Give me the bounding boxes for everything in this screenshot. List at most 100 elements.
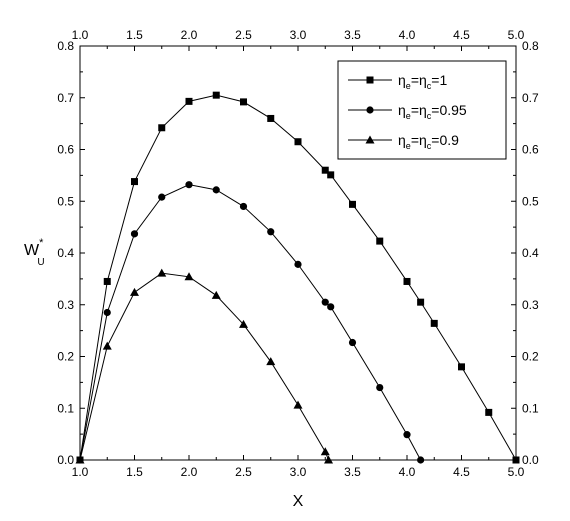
legend-label: ηe=ηc=0.9 xyxy=(398,132,459,151)
x-tick-label-bottom: 3.5 xyxy=(344,465,361,479)
x-axis-title: X xyxy=(293,493,304,510)
x-tick-label-top: 1.5 xyxy=(126,28,143,42)
data-point-square xyxy=(240,98,247,106)
data-point-triangle xyxy=(184,272,194,281)
x-tick-label-top: 3.5 xyxy=(344,28,361,42)
y-tick-label-left: 0.2 xyxy=(57,350,74,364)
y-tick-label-left: 0.1 xyxy=(57,401,74,415)
data-point-circle xyxy=(103,308,111,317)
data-point-square xyxy=(458,363,465,371)
data-point-square xyxy=(485,408,493,416)
data-point-triangle xyxy=(211,290,221,299)
data-point-square xyxy=(376,237,384,245)
legend-marker-square xyxy=(366,76,374,84)
series-line xyxy=(79,184,422,461)
x-tick-label-bottom: 4.0 xyxy=(399,465,416,479)
data-point-circle xyxy=(185,181,193,189)
y-tick-label-right: 0.1 xyxy=(522,401,539,415)
data-point-circle xyxy=(327,303,335,311)
legend-marker-triangle xyxy=(365,135,375,144)
y-tick-label-right: 0.4 xyxy=(522,246,539,260)
x-tick-label-bottom: 5.0 xyxy=(508,465,525,479)
y-tick-label-left: 0.8 xyxy=(57,39,74,53)
data-point-triangle xyxy=(320,447,330,456)
data-point-circle xyxy=(348,338,357,347)
x-tick-label-bottom: 4.5 xyxy=(453,465,470,479)
y-axis-title: W* U xyxy=(24,237,45,268)
data-point-circle xyxy=(158,193,166,201)
x-tick-label-top: 2.0 xyxy=(181,28,198,42)
y-tick-label-right: 0.8 xyxy=(522,39,539,53)
data-point-circle xyxy=(130,230,139,238)
legend-label: ηe=ηc=0.95 xyxy=(398,102,467,121)
y-tick-label-left: 0.6 xyxy=(57,143,74,157)
data-point-square xyxy=(417,298,425,306)
data-point-circle xyxy=(376,383,384,392)
data-point-triangle xyxy=(157,268,167,277)
data-point-triangle xyxy=(75,455,85,464)
data-point-triangle xyxy=(102,341,112,350)
y-tick-label-left: 0.0 xyxy=(57,453,74,467)
y-tick-label-left: 0.7 xyxy=(57,91,74,105)
data-point-circle xyxy=(239,202,248,211)
data-point-circle xyxy=(267,228,275,236)
data-point-square xyxy=(212,91,220,99)
data-point-circle xyxy=(403,431,411,439)
data-point-square xyxy=(131,178,138,186)
data-point-triangle xyxy=(266,357,276,366)
data-point-square xyxy=(294,138,302,146)
series-3 xyxy=(75,268,334,464)
data-point-triangle xyxy=(239,319,248,328)
series-1 xyxy=(76,91,520,464)
data-point-triangle xyxy=(293,400,303,409)
x-tick-label-bottom: 2.5 xyxy=(235,465,252,479)
data-point-square xyxy=(321,166,329,174)
data-point-square xyxy=(327,171,335,179)
y-tick-label-right: 0.2 xyxy=(522,350,539,364)
legend-item-3: ηe=ηc=0.9 xyxy=(348,132,459,151)
x-tick-label-top: 5.0 xyxy=(508,28,525,42)
x-tick-label-top: 4.0 xyxy=(399,28,416,42)
data-point-square xyxy=(158,124,166,132)
data-point-circle xyxy=(294,260,302,268)
legend-marker-circle xyxy=(366,106,374,114)
x-tick-label-top: 3.0 xyxy=(290,28,307,42)
data-point-square xyxy=(267,114,275,122)
data-point-square xyxy=(403,277,411,285)
legend-label: ηe=ηc=1 xyxy=(398,72,447,91)
data-point-triangle xyxy=(130,287,139,296)
y-tick-label-left: 0.5 xyxy=(57,194,74,208)
axis-tick-labels: 1.0 1.0 1.5 1.5 2.0 2.0 2.5 2.5 3.0 3.0 3.5 3.5 4.0 4… xyxy=(57,28,539,479)
data-point-square xyxy=(349,200,356,208)
legend-item-2: ηe=ηc=0.95 xyxy=(348,102,467,121)
y-tick-label-right: 0.3 xyxy=(522,298,539,312)
data-point-triangle xyxy=(324,455,334,464)
legend: ηe=ηc=1 ηe=ηc=0.95 ηe=ηc=0.9 xyxy=(337,60,507,160)
y-tick-label-left: 0.3 xyxy=(57,298,74,312)
x-tick-label-top: 2.5 xyxy=(235,28,252,42)
y-tick-label-left: 0.4 xyxy=(57,246,74,260)
y-tick-label-right: 0.7 xyxy=(522,91,539,105)
data-point-square xyxy=(103,277,111,285)
x-tick-label-top: 1.0 xyxy=(72,28,89,42)
data-point-square xyxy=(430,319,438,327)
y-axis-title-sub: U xyxy=(37,257,44,268)
x-tick-label-bottom: 3.0 xyxy=(290,465,307,479)
data-point-circle xyxy=(417,456,425,464)
y-tick-label-right: 0.5 xyxy=(522,194,539,208)
x-tick-label-bottom: 1.5 xyxy=(126,465,143,479)
data-point-circle xyxy=(212,186,220,194)
series-2 xyxy=(76,181,425,464)
x-tick-label-bottom: 1.0 xyxy=(72,465,89,479)
series-line xyxy=(79,272,329,461)
y-tick-label-right: 0.6 xyxy=(522,143,539,157)
series-layer xyxy=(75,91,520,464)
y-axis-title-main: W xyxy=(24,242,40,259)
legend-item-1: ηe=ηc=1 xyxy=(348,72,447,91)
axis-ticks xyxy=(79,45,517,461)
y-tick-label-right: 0.0 xyxy=(522,453,539,467)
data-point-square xyxy=(185,97,193,105)
data-point-square xyxy=(512,456,520,464)
data-point-circle xyxy=(321,298,329,306)
